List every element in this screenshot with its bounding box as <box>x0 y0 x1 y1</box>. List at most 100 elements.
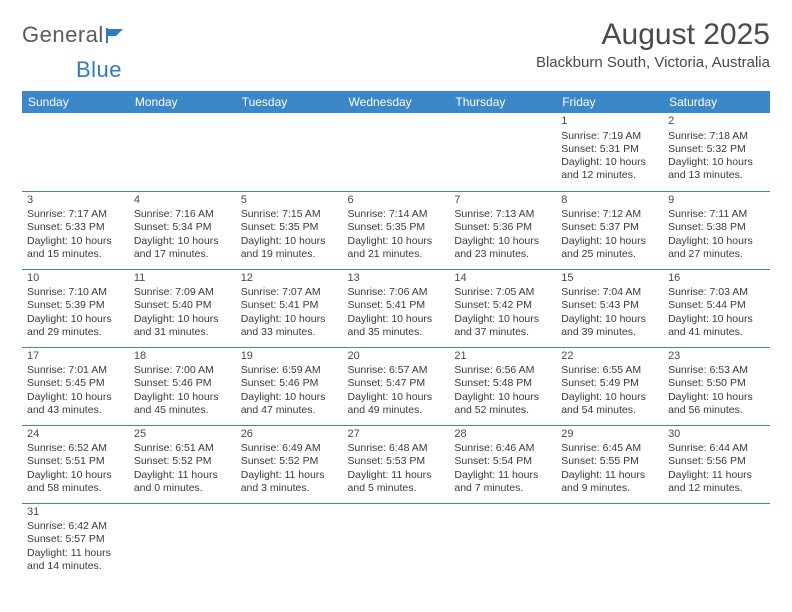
sunset-text: Sunset: 5:39 PM <box>27 299 124 312</box>
sunrise-text: Sunrise: 7:04 AM <box>561 286 658 299</box>
sunrise-text: Sunrise: 6:45 AM <box>561 442 658 455</box>
weekday-header: Tuesday <box>236 91 343 113</box>
daylight-text: Daylight: 10 hours and 47 minutes. <box>241 391 338 417</box>
daylight-text: Daylight: 11 hours and 14 minutes. <box>27 547 124 573</box>
calendar-cell: 18Sunrise: 7:00 AMSunset: 5:46 PMDayligh… <box>129 347 236 425</box>
day-number: 7 <box>454 194 551 208</box>
sunrise-text: Sunrise: 6:57 AM <box>348 364 445 377</box>
calendar-cell: 21Sunrise: 6:56 AMSunset: 5:48 PMDayligh… <box>449 347 556 425</box>
sunset-text: Sunset: 5:33 PM <box>27 221 124 234</box>
sunset-text: Sunset: 5:31 PM <box>561 143 658 156</box>
calendar-cell-empty <box>236 113 343 191</box>
calendar-cell: 28Sunrise: 6:46 AMSunset: 5:54 PMDayligh… <box>449 425 556 503</box>
day-number: 30 <box>668 428 765 442</box>
sunrise-text: Sunrise: 6:48 AM <box>348 442 445 455</box>
calendar-cell: 5Sunrise: 7:15 AMSunset: 5:35 PMDaylight… <box>236 191 343 269</box>
calendar-cell: 17Sunrise: 7:01 AMSunset: 5:45 PMDayligh… <box>22 347 129 425</box>
weekday-header-row: Sunday Monday Tuesday Wednesday Thursday… <box>22 91 770 113</box>
daylight-text: Daylight: 11 hours and 3 minutes. <box>241 469 338 495</box>
calendar-cell-empty <box>22 113 129 191</box>
day-number: 31 <box>27 506 124 520</box>
daylight-text: Daylight: 10 hours and 52 minutes. <box>454 391 551 417</box>
sunrise-text: Sunrise: 6:59 AM <box>241 364 338 377</box>
sunset-text: Sunset: 5:38 PM <box>668 221 765 234</box>
daylight-text: Daylight: 10 hours and 27 minutes. <box>668 235 765 261</box>
sunrise-text: Sunrise: 7:03 AM <box>668 286 765 299</box>
sunset-text: Sunset: 5:35 PM <box>241 221 338 234</box>
day-number: 12 <box>241 272 338 286</box>
sunset-text: Sunset: 5:43 PM <box>561 299 658 312</box>
sunrise-text: Sunrise: 6:44 AM <box>668 442 765 455</box>
daylight-text: Daylight: 11 hours and 5 minutes. <box>348 469 445 495</box>
day-number: 6 <box>348 194 445 208</box>
sunset-text: Sunset: 5:49 PM <box>561 377 658 390</box>
logo-text-1: General <box>22 22 104 48</box>
calendar-cell-empty <box>129 113 236 191</box>
sunrise-text: Sunrise: 7:07 AM <box>241 286 338 299</box>
day-number: 15 <box>561 272 658 286</box>
calendar-cell: 12Sunrise: 7:07 AMSunset: 5:41 PMDayligh… <box>236 269 343 347</box>
sunrise-text: Sunrise: 6:42 AM <box>27 520 124 533</box>
flag-icon <box>106 27 126 43</box>
daylight-text: Daylight: 10 hours and 29 minutes. <box>27 313 124 339</box>
sunset-text: Sunset: 5:51 PM <box>27 455 124 468</box>
calendar-cell-empty <box>449 113 556 191</box>
sunset-text: Sunset: 5:55 PM <box>561 455 658 468</box>
calendar-row: 24Sunrise: 6:52 AMSunset: 5:51 PMDayligh… <box>22 425 770 503</box>
sunset-text: Sunset: 5:35 PM <box>348 221 445 234</box>
sunset-text: Sunset: 5:45 PM <box>27 377 124 390</box>
calendar-cell: 29Sunrise: 6:45 AMSunset: 5:55 PMDayligh… <box>556 425 663 503</box>
day-number: 11 <box>134 272 231 286</box>
day-number: 19 <box>241 350 338 364</box>
sunrise-text: Sunrise: 7:18 AM <box>668 130 765 143</box>
sunset-text: Sunset: 5:50 PM <box>668 377 765 390</box>
daylight-text: Daylight: 10 hours and 33 minutes. <box>241 313 338 339</box>
calendar-cell: 27Sunrise: 6:48 AMSunset: 5:53 PMDayligh… <box>343 425 450 503</box>
sunrise-text: Sunrise: 7:00 AM <box>134 364 231 377</box>
day-number: 2 <box>668 115 765 129</box>
sunrise-text: Sunrise: 6:53 AM <box>668 364 765 377</box>
daylight-text: Daylight: 10 hours and 21 minutes. <box>348 235 445 261</box>
calendar-cell: 20Sunrise: 6:57 AMSunset: 5:47 PMDayligh… <box>343 347 450 425</box>
logo-text-2: Blue <box>76 57 122 83</box>
calendar-cell: 19Sunrise: 6:59 AMSunset: 5:46 PMDayligh… <box>236 347 343 425</box>
calendar-row: 10Sunrise: 7:10 AMSunset: 5:39 PMDayligh… <box>22 269 770 347</box>
daylight-text: Daylight: 10 hours and 58 minutes. <box>27 469 124 495</box>
daylight-text: Daylight: 11 hours and 9 minutes. <box>561 469 658 495</box>
calendar-cell: 3Sunrise: 7:17 AMSunset: 5:33 PMDaylight… <box>22 191 129 269</box>
calendar-cell: 8Sunrise: 7:12 AMSunset: 5:37 PMDaylight… <box>556 191 663 269</box>
sunrise-text: Sunrise: 7:09 AM <box>134 286 231 299</box>
sunset-text: Sunset: 5:54 PM <box>454 455 551 468</box>
calendar-row: 1Sunrise: 7:19 AMSunset: 5:31 PMDaylight… <box>22 113 770 191</box>
calendar-cell: 4Sunrise: 7:16 AMSunset: 5:34 PMDaylight… <box>129 191 236 269</box>
sunrise-text: Sunrise: 7:14 AM <box>348 208 445 221</box>
calendar-cell: 9Sunrise: 7:11 AMSunset: 5:38 PMDaylight… <box>663 191 770 269</box>
day-number: 24 <box>27 428 124 442</box>
calendar-cell: 15Sunrise: 7:04 AMSunset: 5:43 PMDayligh… <box>556 269 663 347</box>
sunrise-text: Sunrise: 7:06 AM <box>348 286 445 299</box>
calendar-cell: 10Sunrise: 7:10 AMSunset: 5:39 PMDayligh… <box>22 269 129 347</box>
daylight-text: Daylight: 10 hours and 35 minutes. <box>348 313 445 339</box>
day-number: 8 <box>561 194 658 208</box>
calendar-cell-empty <box>343 503 450 581</box>
daylight-text: Daylight: 10 hours and 41 minutes. <box>668 313 765 339</box>
sunrise-text: Sunrise: 7:12 AM <box>561 208 658 221</box>
calendar-cell: 16Sunrise: 7:03 AMSunset: 5:44 PMDayligh… <box>663 269 770 347</box>
calendar-cell: 24Sunrise: 6:52 AMSunset: 5:51 PMDayligh… <box>22 425 129 503</box>
sunset-text: Sunset: 5:36 PM <box>454 221 551 234</box>
day-number: 20 <box>348 350 445 364</box>
calendar-body: 1Sunrise: 7:19 AMSunset: 5:31 PMDaylight… <box>22 113 770 581</box>
sunrise-text: Sunrise: 6:55 AM <box>561 364 658 377</box>
sunrise-text: Sunrise: 6:49 AM <box>241 442 338 455</box>
sunrise-text: Sunrise: 6:52 AM <box>27 442 124 455</box>
calendar-cell: 31Sunrise: 6:42 AMSunset: 5:57 PMDayligh… <box>22 503 129 581</box>
sunrise-text: Sunrise: 7:05 AM <box>454 286 551 299</box>
calendar-cell: 1Sunrise: 7:19 AMSunset: 5:31 PMDaylight… <box>556 113 663 191</box>
day-number: 5 <box>241 194 338 208</box>
logo: General <box>22 18 126 48</box>
daylight-text: Daylight: 10 hours and 13 minutes. <box>668 156 765 182</box>
sunset-text: Sunset: 5:34 PM <box>134 221 231 234</box>
calendar-cell-empty <box>343 113 450 191</box>
month-title: August 2025 <box>536 18 770 52</box>
day-number: 13 <box>348 272 445 286</box>
